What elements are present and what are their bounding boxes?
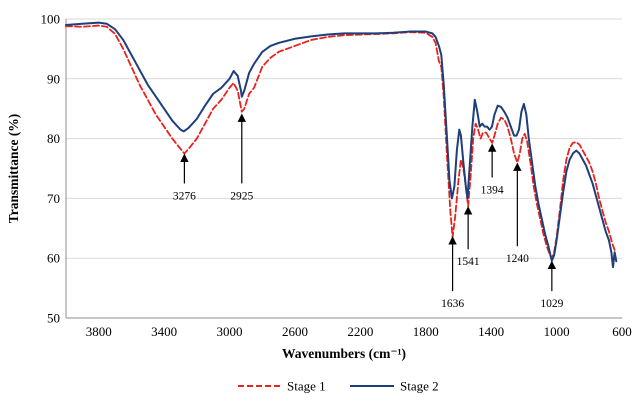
- y-tick-label: 100: [41, 12, 61, 27]
- series-lines: [65, 21, 618, 269]
- plot-frame: [65, 19, 622, 319]
- peak-label-1541: 1541: [457, 256, 480, 268]
- peak-label-1394: 1394: [481, 184, 504, 196]
- y-tick-label: 50: [47, 311, 60, 326]
- x-tick-label: 1000: [544, 324, 570, 339]
- x-tick-label: 3800: [86, 324, 112, 339]
- x-tick-label: 1800: [413, 324, 439, 339]
- peak-label-2925: 2925: [230, 190, 253, 202]
- x-tick-label: 600: [612, 324, 632, 339]
- x-tick-label: 2600: [282, 324, 308, 339]
- grid-lines: [66, 18, 622, 259]
- y-tick-label: 90: [47, 71, 60, 86]
- x-tick-label: 1400: [478, 324, 504, 339]
- peak-label-1029: 1029: [540, 298, 563, 310]
- y-tick-label: 60: [47, 251, 60, 266]
- legend-label-stage-2: Stage 2: [400, 379, 439, 394]
- peak-label-3276: 3276: [173, 190, 196, 202]
- y-axis-title: Transmittance (%): [6, 114, 21, 224]
- legend: Stage 1 Stage 2: [238, 379, 439, 394]
- x-tick-label: 3400: [151, 324, 177, 339]
- y-tick-label: 80: [47, 131, 60, 146]
- legend-label-stage-1: Stage 1: [287, 379, 326, 394]
- peak-label-1240: 1240: [506, 253, 529, 265]
- series-line-stage-1: [65, 24, 617, 260]
- x-tick-label: 2200: [347, 324, 373, 339]
- peak-label-1636: 1636: [441, 298, 464, 310]
- tick-labels: 50 60 70 80 90 100 3800 3400 3000 2600 2200 1800 140…: [41, 12, 632, 340]
- x-axis-title: Wavenumbers (cm⁻¹): [282, 346, 406, 361]
- y-tick-label: 70: [47, 191, 60, 206]
- series-line-stage-2: [65, 21, 618, 269]
- peak-annotations: 3276 2925 1636 1541 1394 1240 1029: [173, 113, 564, 310]
- x-tick-label: 3000: [217, 324, 243, 339]
